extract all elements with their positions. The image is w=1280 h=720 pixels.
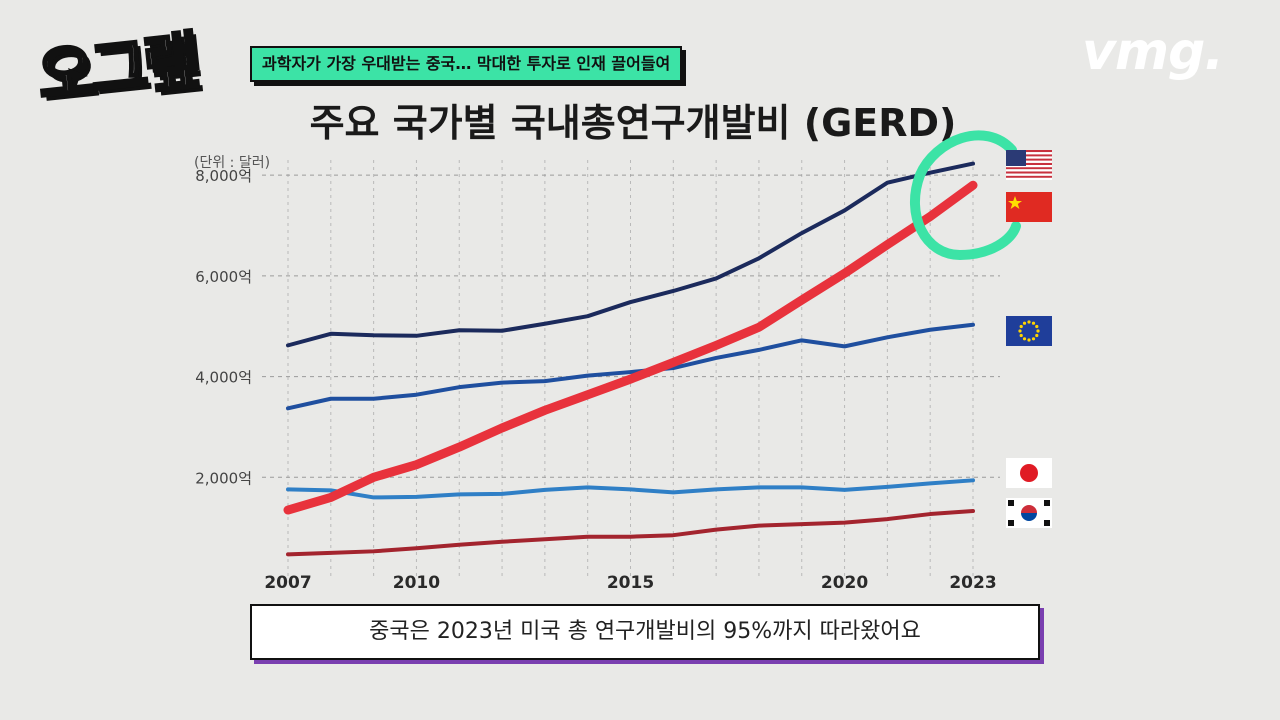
unit-label: (단위 : 달러) (194, 155, 270, 171)
x-tick-label: 2007 (264, 573, 311, 593)
vmg-brand-logo: vmg. (1082, 22, 1224, 82)
series-line-us (286, 161, 975, 348)
cursor-arrow-icon (68, 68, 88, 88)
logo-text: 오그랲 (33, 22, 202, 114)
series-line-eu (286, 322, 975, 411)
chart-title: 주요 국가별 국내총연구개발비 (GERD) (310, 101, 957, 145)
headline-banner: 과학자가 가장 우대받는 중국… 막대한 투자로 인재 끌어들여 (250, 46, 683, 82)
jp-flag-icon (1006, 458, 1052, 488)
series-line-cn (283, 180, 978, 515)
x-tick-label: 2015 (607, 573, 654, 593)
us-flag-icon (1006, 150, 1052, 180)
highlight-circle (910, 130, 1021, 261)
x-tick-label: 2010 (393, 573, 440, 593)
series-line-jp (286, 478, 975, 500)
series-line-kr (286, 509, 975, 557)
subtitle-caption: 중국은 2023년 미국 총 연구개발비의 95%까지 따라왔어요 (250, 604, 1040, 660)
kr-flag-icon (1006, 498, 1052, 528)
x-tick-label: 2020 (821, 573, 868, 593)
y-tick-label: 8,000억 (195, 167, 252, 185)
cn-flag-icon (1006, 192, 1052, 222)
ogeuraep-logo: 오그랲 (33, 22, 248, 130)
eu-flag-icon (1006, 316, 1052, 346)
y-tick-label: 4,000억 (195, 369, 252, 387)
x-tick-label: 2023 (949, 573, 996, 593)
y-tick-label: 6,000억 (195, 268, 252, 286)
y-tick-label: 2,000억 (195, 469, 252, 487)
